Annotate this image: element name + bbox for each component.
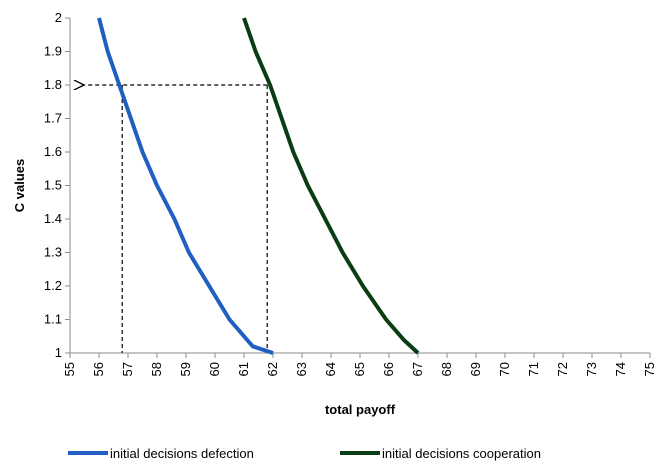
x-axis-title: total payoff [325,402,396,417]
x-tick-label: 62 [265,362,280,376]
y-tick-label: 1.3 [44,245,62,260]
y-tick-label: 1.7 [44,111,62,126]
y-tick-label: 1.2 [44,278,62,293]
x-tick-label: 71 [526,362,541,376]
y-tick-label: 1.6 [44,144,62,159]
legend-label-defection: initial decisions defection [110,446,254,461]
y-tick-label: 1.4 [44,211,62,226]
x-tick-label: 58 [149,362,164,376]
x-tick-label: 61 [236,362,251,376]
x-tick-label: 74 [613,362,628,376]
x-tick-label: 69 [468,362,483,376]
x-tick-label: 67 [410,362,425,376]
legend-label-cooperation: initial decisions cooperation [382,446,541,461]
y-tick-label: 1.8 [44,77,62,92]
y-tick-label: 1.9 [44,44,62,59]
x-tick-label: 65 [352,362,367,376]
x-tick-label: 73 [584,362,599,376]
y-axis-title: C values [12,159,27,212]
x-tick-label: 57 [120,362,135,376]
y-tick-label: 2 [55,10,62,25]
x-tick-label: 66 [381,362,396,376]
x-tick-label: 63 [294,362,309,376]
y-tick-label: 1.1 [44,312,62,327]
y-tick-label: 1 [55,345,62,360]
series-line-cooperation [242,17,420,355]
x-tick-label: 75 [642,362,657,376]
x-tick-label: 68 [439,362,454,376]
x-tick-label: 59 [178,362,193,376]
series-line-defection [97,17,274,355]
x-tick-label: 55 [62,362,77,376]
y-tick-label: 1.5 [44,178,62,193]
x-tick-label: 70 [497,362,512,376]
x-tick-label: 64 [323,362,338,376]
x-tick-label: 56 [91,362,106,376]
x-tick-label: 72 [555,362,570,376]
x-tick-label: 60 [207,362,222,376]
